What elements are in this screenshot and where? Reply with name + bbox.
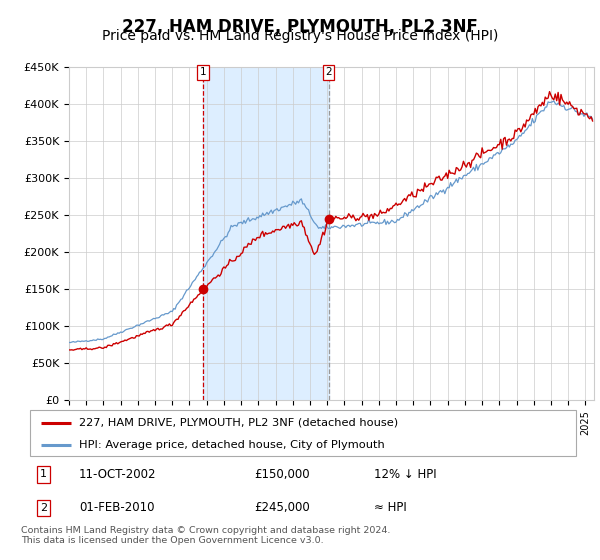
Text: 1: 1: [200, 67, 206, 77]
Text: 2: 2: [40, 503, 47, 513]
FancyBboxPatch shape: [30, 410, 576, 456]
Text: 1: 1: [40, 469, 47, 479]
Text: Price paid vs. HM Land Registry's House Price Index (HPI): Price paid vs. HM Land Registry's House …: [102, 29, 498, 43]
Bar: [203, 67, 329, 400]
Text: 2: 2: [325, 67, 332, 77]
Text: ≈ HPI: ≈ HPI: [374, 501, 407, 514]
Text: 227, HAM DRIVE, PLYMOUTH, PL2 3NF (detached house): 227, HAM DRIVE, PLYMOUTH, PL2 3NF (detac…: [79, 418, 398, 428]
Text: £245,000: £245,000: [254, 501, 310, 514]
Text: £150,000: £150,000: [254, 468, 310, 481]
Text: 227, HAM DRIVE, PLYMOUTH, PL2 3NF: 227, HAM DRIVE, PLYMOUTH, PL2 3NF: [122, 18, 478, 36]
Text: 11-OCT-2002: 11-OCT-2002: [79, 468, 157, 481]
Text: Contains HM Land Registry data © Crown copyright and database right 2024.: Contains HM Land Registry data © Crown c…: [21, 526, 391, 535]
Text: This data is licensed under the Open Government Licence v3.0.: This data is licensed under the Open Gov…: [21, 536, 323, 545]
Text: HPI: Average price, detached house, City of Plymouth: HPI: Average price, detached house, City…: [79, 440, 385, 450]
Text: 12% ↓ HPI: 12% ↓ HPI: [374, 468, 437, 481]
Text: 01-FEB-2010: 01-FEB-2010: [79, 501, 155, 514]
